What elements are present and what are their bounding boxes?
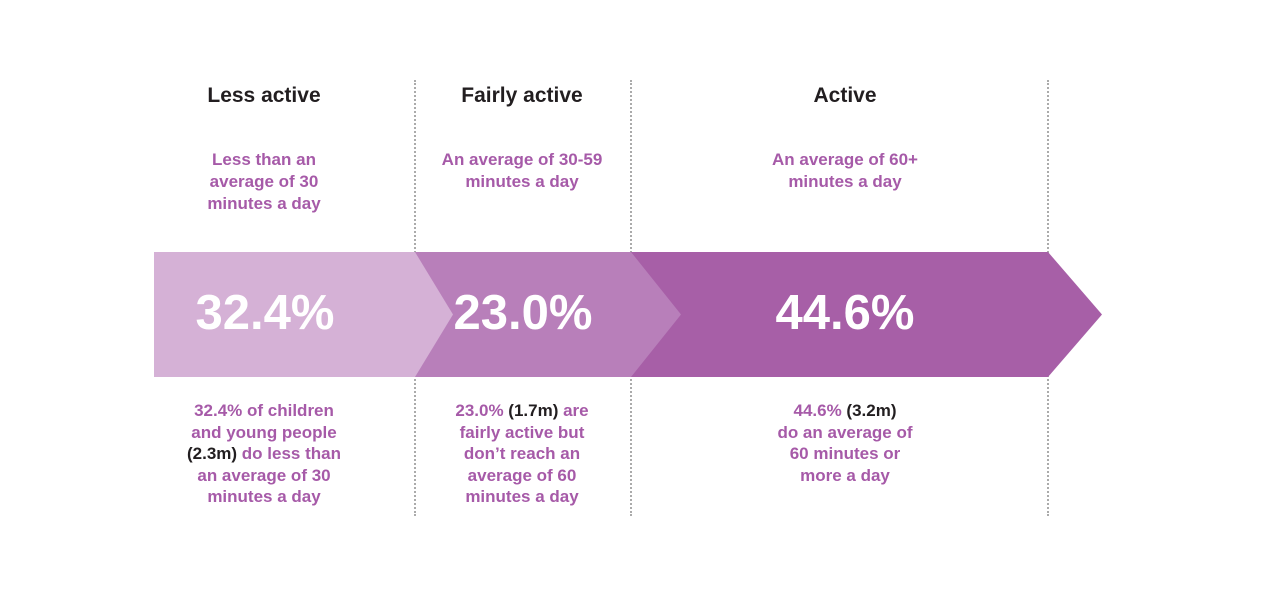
- caption-text: 44.6%: [793, 401, 847, 420]
- section-definition-fairly-active: An average of 30-59 minutes a day: [441, 150, 603, 191]
- caption-text: do an average of 60 minutes or more a da…: [777, 422, 913, 485]
- section-header-less-active: Less active: [207, 84, 321, 107]
- caption-text: 32.4% of children and young people: [191, 401, 337, 442]
- section-header-fairly-active: Fairly active: [461, 84, 583, 107]
- caption-count: (1.7m): [508, 401, 559, 420]
- arrow-segment-fairly-active: [415, 252, 681, 377]
- percent-label-active: 44.6%: [775, 285, 915, 340]
- arrow-segment-active: [631, 252, 1102, 377]
- arrow-band: 32.4% 23.0% 44.6%: [154, 252, 1102, 377]
- section-caption-fairly-active: 23.0% (1.7m) are fairly active but don’t…: [402, 400, 642, 508]
- caption-count: (2.3m): [187, 444, 238, 463]
- section-header-active: Active: [813, 84, 877, 107]
- caption-count: (3.2m): [846, 401, 897, 420]
- caption-text: are fairly active but don’t reach an ave…: [459, 401, 589, 506]
- caption-text: 23.0%: [455, 401, 509, 420]
- arrow-segment-less-active: [154, 252, 453, 377]
- section-definition-active: An average of 60+ minutes a day: [772, 150, 918, 191]
- section-caption-less-active: 32.4% of children and young people (2.3m…: [144, 400, 384, 508]
- section-caption-active: 44.6% (3.2m) do an average of 60 minutes…: [725, 400, 965, 486]
- section-definition-less-active: Less than an average of 30 minutes a day: [207, 150, 321, 213]
- percent-label-fairly-active: 23.0%: [453, 285, 593, 340]
- percent-label-less-active: 32.4%: [195, 285, 335, 340]
- caption-text: do less than an average of 30 minutes a …: [197, 444, 341, 506]
